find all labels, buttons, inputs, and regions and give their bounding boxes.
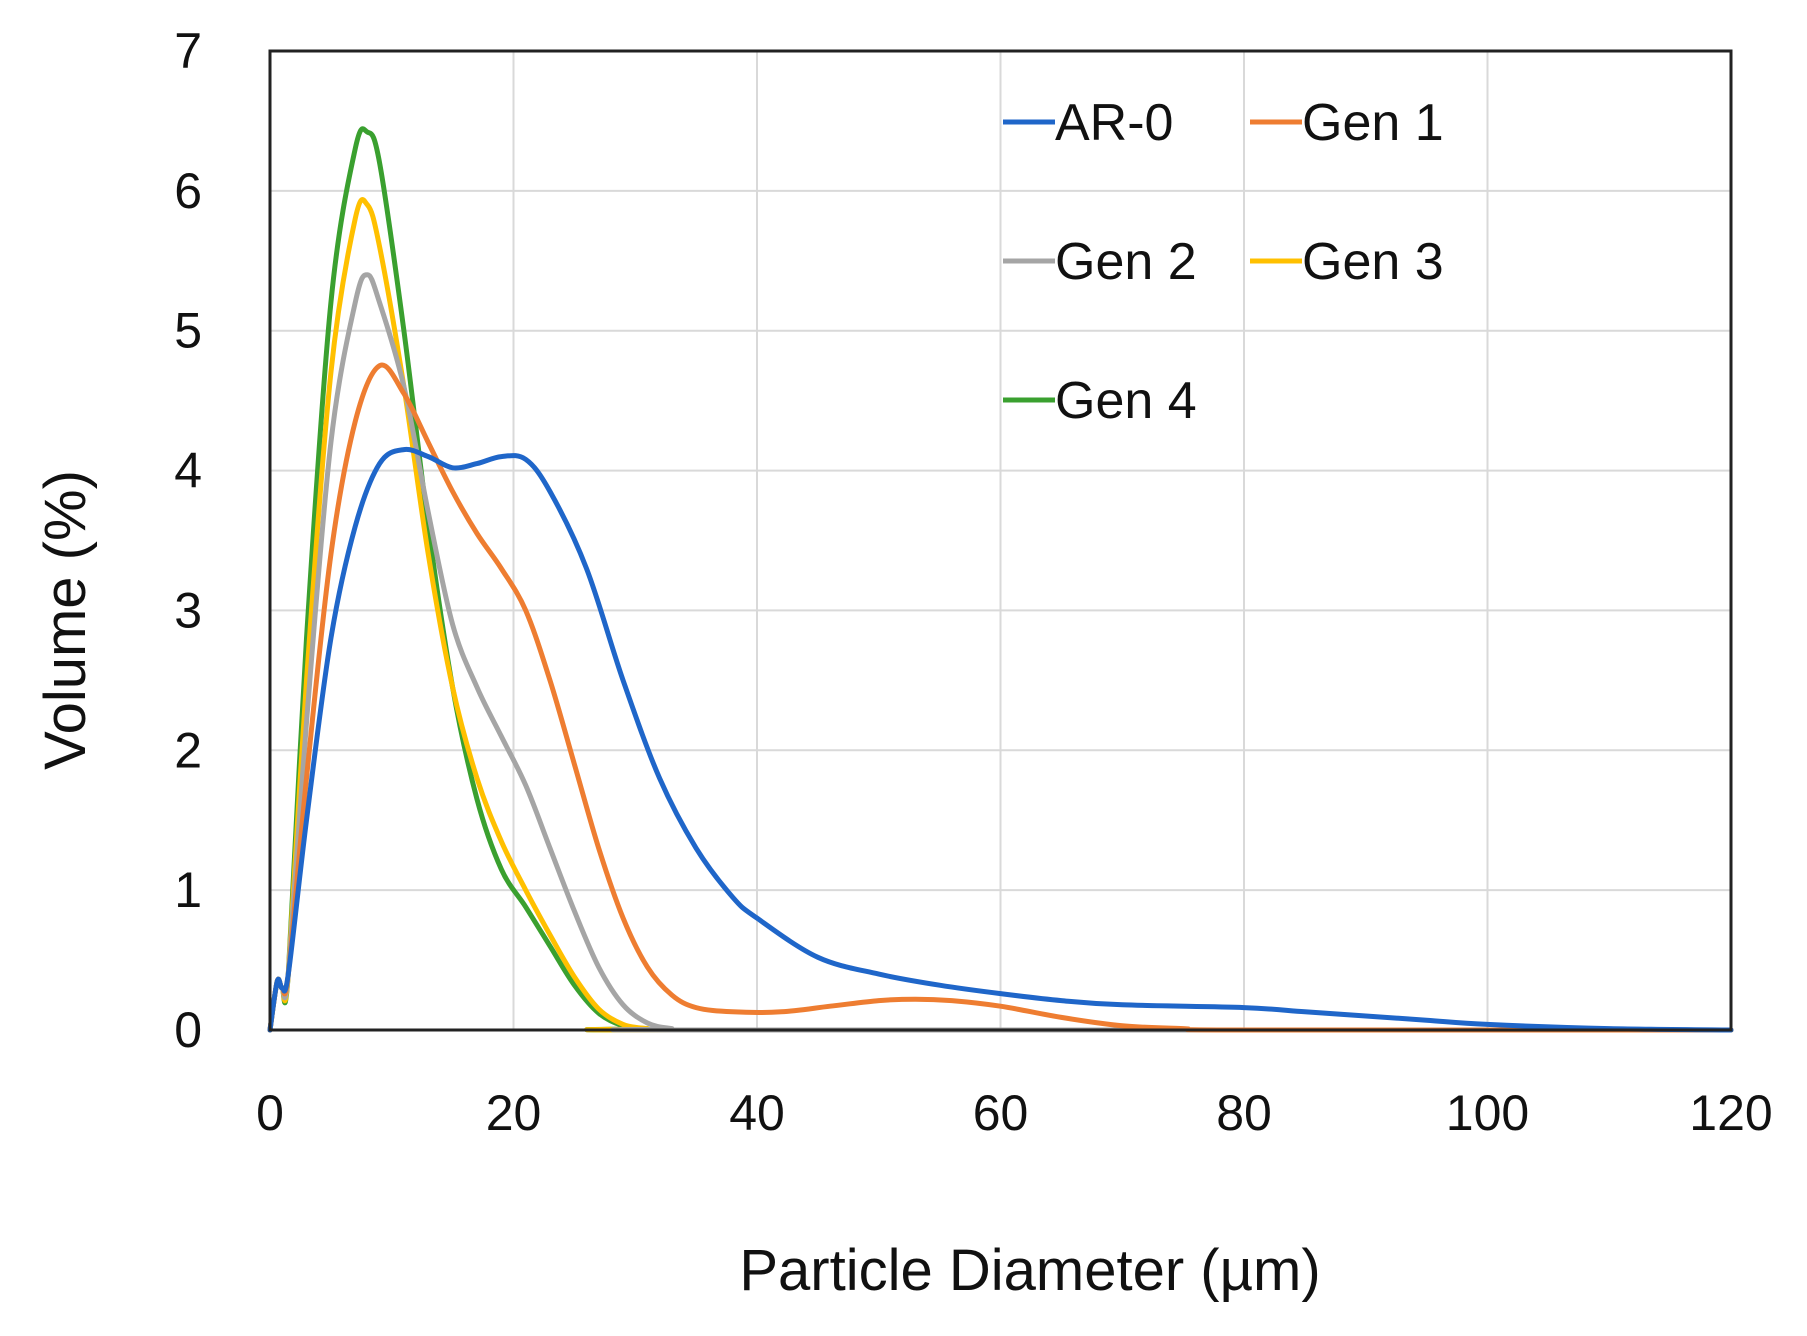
y-tick-label: 7: [174, 23, 202, 79]
x-tick-label: 80: [1216, 1085, 1272, 1141]
y-tick-label: 3: [174, 582, 202, 638]
x-axis-label: Particle Diameter (µm): [739, 1238, 1320, 1303]
y-tick-label: 5: [174, 303, 202, 359]
legend-label-gen-4: Gen 4: [1055, 372, 1197, 430]
plot-frame: [268, 49, 1733, 1032]
x-tick-label: 20: [486, 1085, 542, 1141]
x-tick-labels: 0 20 40 60 80 100 120: [256, 1085, 1773, 1141]
x-tick-label: 0: [256, 1085, 284, 1141]
legend-label-gen-3: Gen 3: [1302, 233, 1444, 291]
y-tick-label: 2: [174, 722, 202, 778]
y-axis-label: Volume (%): [33, 470, 98, 770]
series-line-gen-1: [267, 362, 1734, 1033]
y-tick-labels: 0 1 2 3 4 5 6 7: [174, 23, 202, 1058]
y-tick-label: 4: [174, 443, 202, 499]
legend: AR-0 Gen 1 Gen 2 Gen 3 Gen 4: [1003, 94, 1444, 430]
series-line-ar-0: [267, 446, 1734, 1033]
x-tick-label: 100: [1446, 1085, 1529, 1141]
x-tick-label: 120: [1689, 1085, 1772, 1141]
legend-label-gen-2: Gen 2: [1055, 233, 1197, 291]
x-tick-label: 60: [973, 1085, 1029, 1141]
legend-label-ar-0: AR-0: [1055, 94, 1173, 152]
y-tick-label: 6: [174, 163, 202, 219]
y-tick-label: 0: [174, 1002, 202, 1058]
y-tick-label: 1: [174, 862, 202, 918]
x-tick-label: 40: [729, 1085, 785, 1141]
legend-label-gen-1: Gen 1: [1302, 94, 1444, 152]
grid-layer: [270, 51, 1731, 1030]
